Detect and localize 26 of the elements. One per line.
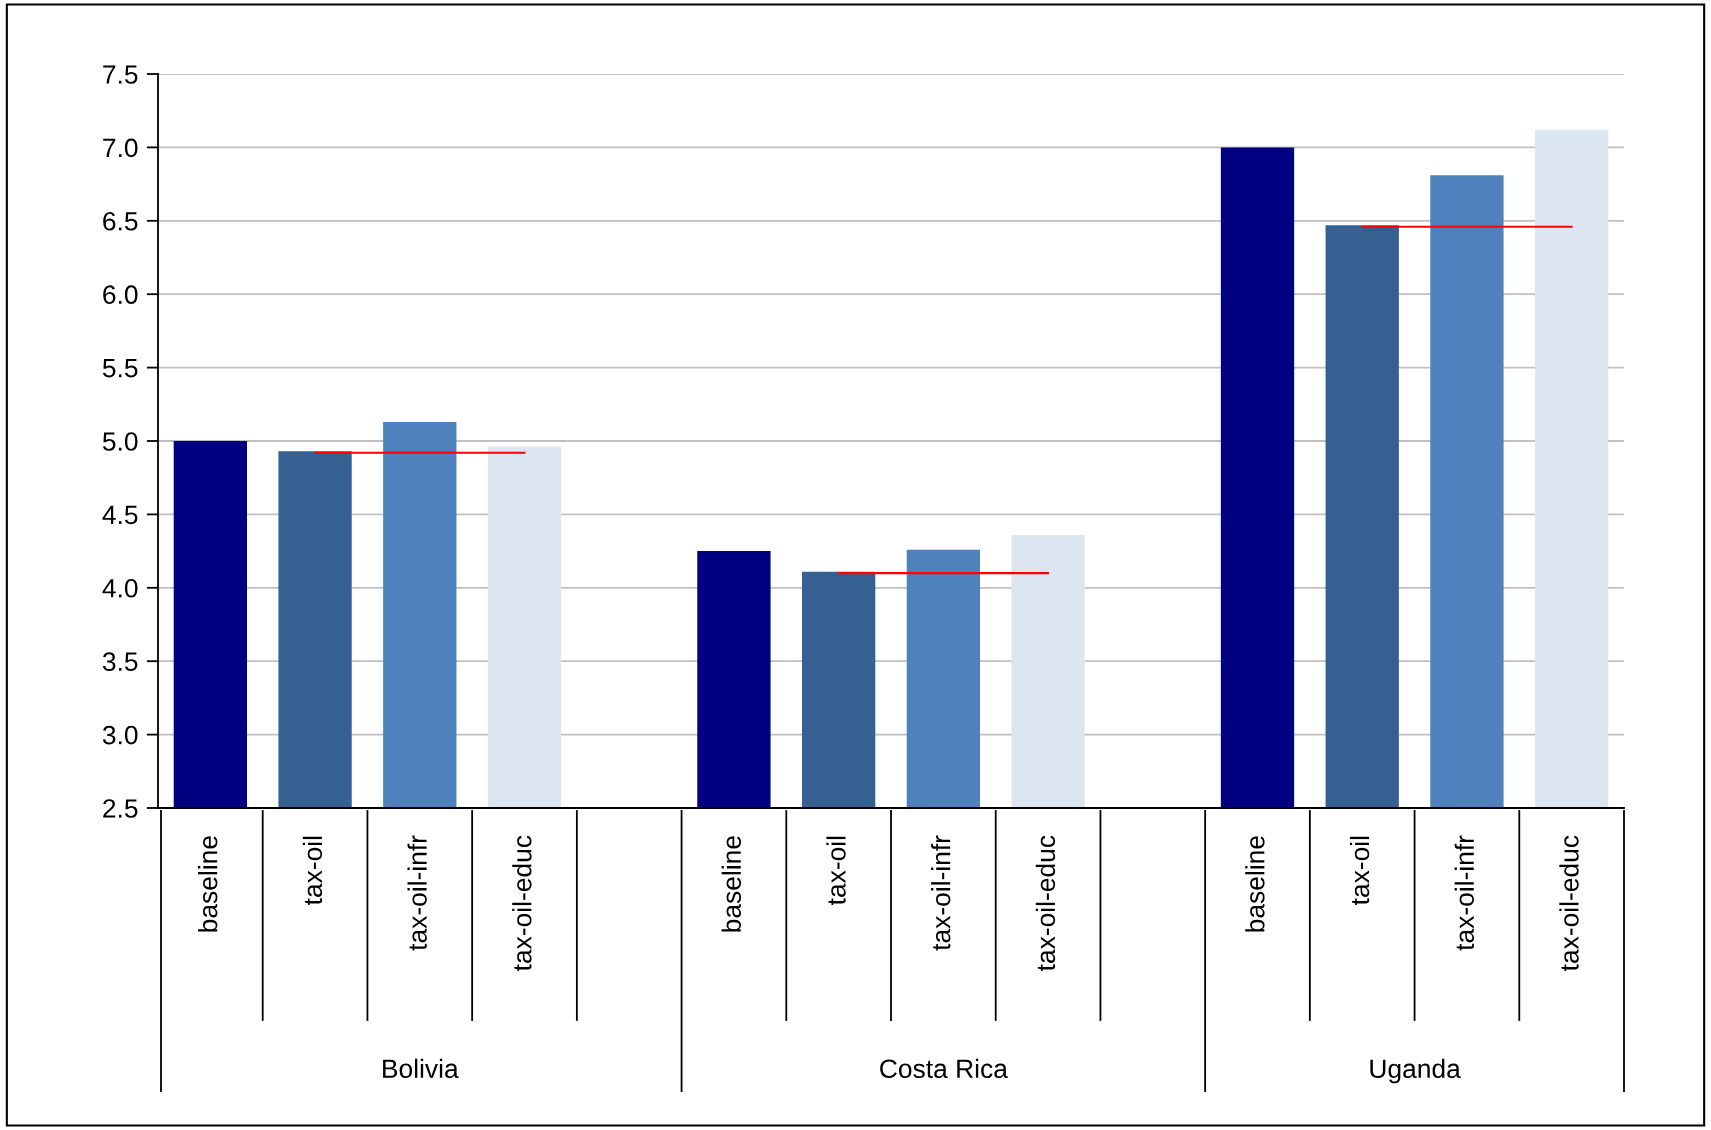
y-tick-label: 5.0 <box>102 432 138 451</box>
x-tick-label: tax-oil-infr <box>1454 835 1475 951</box>
x-tick-label: tax-oil-infr <box>407 835 427 951</box>
x-tick-label: tax-oil <box>302 836 323 905</box>
x-tick-label: baseline <box>198 836 218 932</box>
x-tick-label: tax-oil-educ <box>512 835 532 971</box>
x-tick-label: tax-oil-infr <box>931 835 951 951</box>
x-tick-label: tax-oil <box>826 836 846 905</box>
y-tick-label: 6.0 <box>103 285 138 305</box>
y-tick-label: 7.5 <box>103 65 138 84</box>
y-tick-label: 4.5 <box>102 505 138 525</box>
y-tick-label: 3.0 <box>102 725 138 745</box>
x-tick-label: baseline <box>1245 836 1265 932</box>
y-tick-label: 2.5 <box>103 799 138 818</box>
text: Costa Rica <box>880 1058 1008 1079</box>
x-tick-label: baseline <box>721 836 742 932</box>
y-tick-label: 6.5 <box>103 211 138 231</box>
y-tick-label: 4.0 <box>102 578 138 598</box>
y-tick-label: 3.5 <box>102 652 138 672</box>
text: Bolivia <box>383 1058 459 1079</box>
text: Uganda <box>1370 1058 1461 1084</box>
y-tick-label: 5.5 <box>102 359 138 378</box>
x-tick-label: tax-oil-educ <box>1035 835 1056 971</box>
x-tick-label: tax-oil <box>1349 836 1370 905</box>
y-tick-label: 7.0 <box>103 138 138 158</box>
x-tick-label: tax-oil-educ <box>1559 835 1579 971</box>
